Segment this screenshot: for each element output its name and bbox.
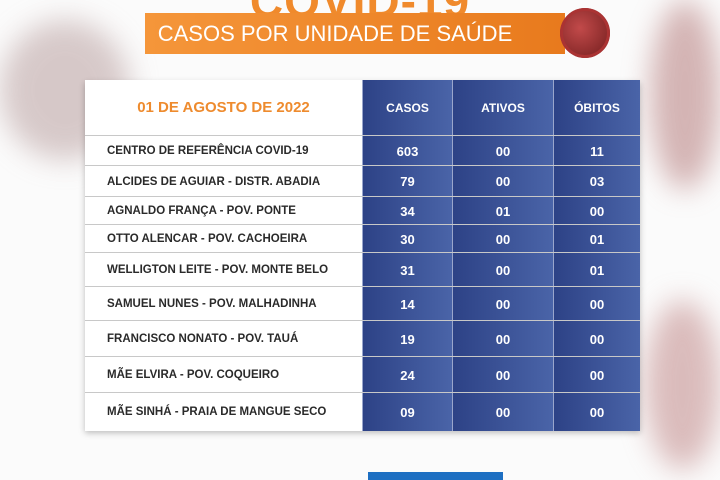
casos-value: 09 (362, 393, 452, 431)
table-row: CENTRO DE REFERÊNCIA COVID-19 603 00 11 (85, 135, 640, 166)
obitos-value: 00 (553, 321, 640, 357)
casos-value: 34 (362, 197, 452, 225)
unit-name: ALCIDES DE AGUIAR - DISTR. ABADIA (85, 166, 362, 197)
ativos-value: 01 (452, 197, 553, 225)
unit-name: FRANCISCO NONATO - POV. TAUÁ (85, 321, 362, 357)
virus-blur-decoration (650, 0, 720, 190)
table-row: ALCIDES DE AGUIAR - DISTR. ABADIA 79 00 … (85, 165, 640, 197)
date-label: 01 DE AGOSTO DE 2022 (85, 80, 362, 135)
subtitle: CASOS POR UNIDADE DE SAÚDE (157, 20, 513, 46)
unit-name: CENTRO DE REFERÊNCIA COVID-19 (85, 136, 362, 166)
casos-value: 19 (362, 321, 452, 357)
virus-blur-decoration (645, 300, 720, 470)
obitos-value: 00 (553, 357, 640, 393)
obitos-value: 00 (553, 393, 640, 431)
ativos-value: 00 (452, 357, 553, 393)
col-obitos: ÓBITOS (553, 80, 640, 135)
table-row: SAMUEL NUNES - POV. MALHADINHA 14 00 00 (85, 286, 640, 321)
col-ativos: ATIVOS (452, 80, 553, 135)
unit-name: MÃE SINHÁ - PRAIA DE MANGUE SECO (85, 393, 362, 431)
unit-name: AGNALDO FRANÇA - POV. PONTE (85, 197, 362, 225)
table-row: MÃE SINHÁ - PRAIA DE MANGUE SECO 09 00 0… (85, 392, 640, 431)
table-row: MÃE ELVIRA - POV. COQUEIRO 24 00 00 (85, 356, 640, 393)
obitos-value: 11 (553, 136, 640, 166)
obitos-value: 00 (553, 287, 640, 321)
subtitle-banner: CASOS POR UNIDADE DE SAÚDE (145, 13, 565, 54)
casos-value: 31 (362, 253, 452, 287)
unit-name: OTTO ALENCAR - POV. CACHOEIRA (85, 225, 362, 253)
ativos-value: 00 (452, 166, 553, 197)
ativos-value: 00 (452, 136, 553, 166)
ativos-value: 00 (452, 225, 553, 253)
obitos-value: 01 (553, 253, 640, 287)
ativos-value: 00 (452, 287, 553, 321)
cases-table: 01 DE AGOSTO DE 2022 CASOS ATIVOS ÓBITOS… (85, 80, 640, 431)
unit-name: MÃE ELVIRA - POV. COQUEIRO (85, 357, 362, 393)
casos-value: 14 (362, 287, 452, 321)
ativos-value: 00 (452, 393, 553, 431)
obitos-value: 01 (553, 225, 640, 253)
table-row: AGNALDO FRANÇA - POV. PONTE 34 01 00 (85, 196, 640, 225)
casos-value: 24 (362, 357, 452, 393)
unit-name: SAMUEL NUNES - POV. MALHADINHA (85, 287, 362, 321)
table-row: WELLIGTON LEITE - POV. MONTE BELO 31 00 … (85, 252, 640, 287)
table-header: 01 DE AGOSTO DE 2022 CASOS ATIVOS ÓBITOS (85, 80, 640, 135)
bottom-button[interactable] (368, 472, 503, 480)
unit-name: WELLIGTON LEITE - POV. MONTE BELO (85, 253, 362, 287)
ativos-value: 00 (452, 321, 553, 357)
ativos-value: 00 (452, 253, 553, 287)
casos-value: 603 (362, 136, 452, 166)
obitos-value: 03 (553, 166, 640, 197)
casos-value: 79 (362, 166, 452, 197)
table-row: FRANCISCO NONATO - POV. TAUÁ 19 00 00 (85, 320, 640, 357)
col-casos: CASOS (362, 80, 452, 135)
virus-icon (560, 8, 610, 58)
table-row: OTTO ALENCAR - POV. CACHOEIRA 30 00 01 (85, 224, 640, 253)
obitos-value: 00 (553, 197, 640, 225)
casos-value: 30 (362, 225, 452, 253)
